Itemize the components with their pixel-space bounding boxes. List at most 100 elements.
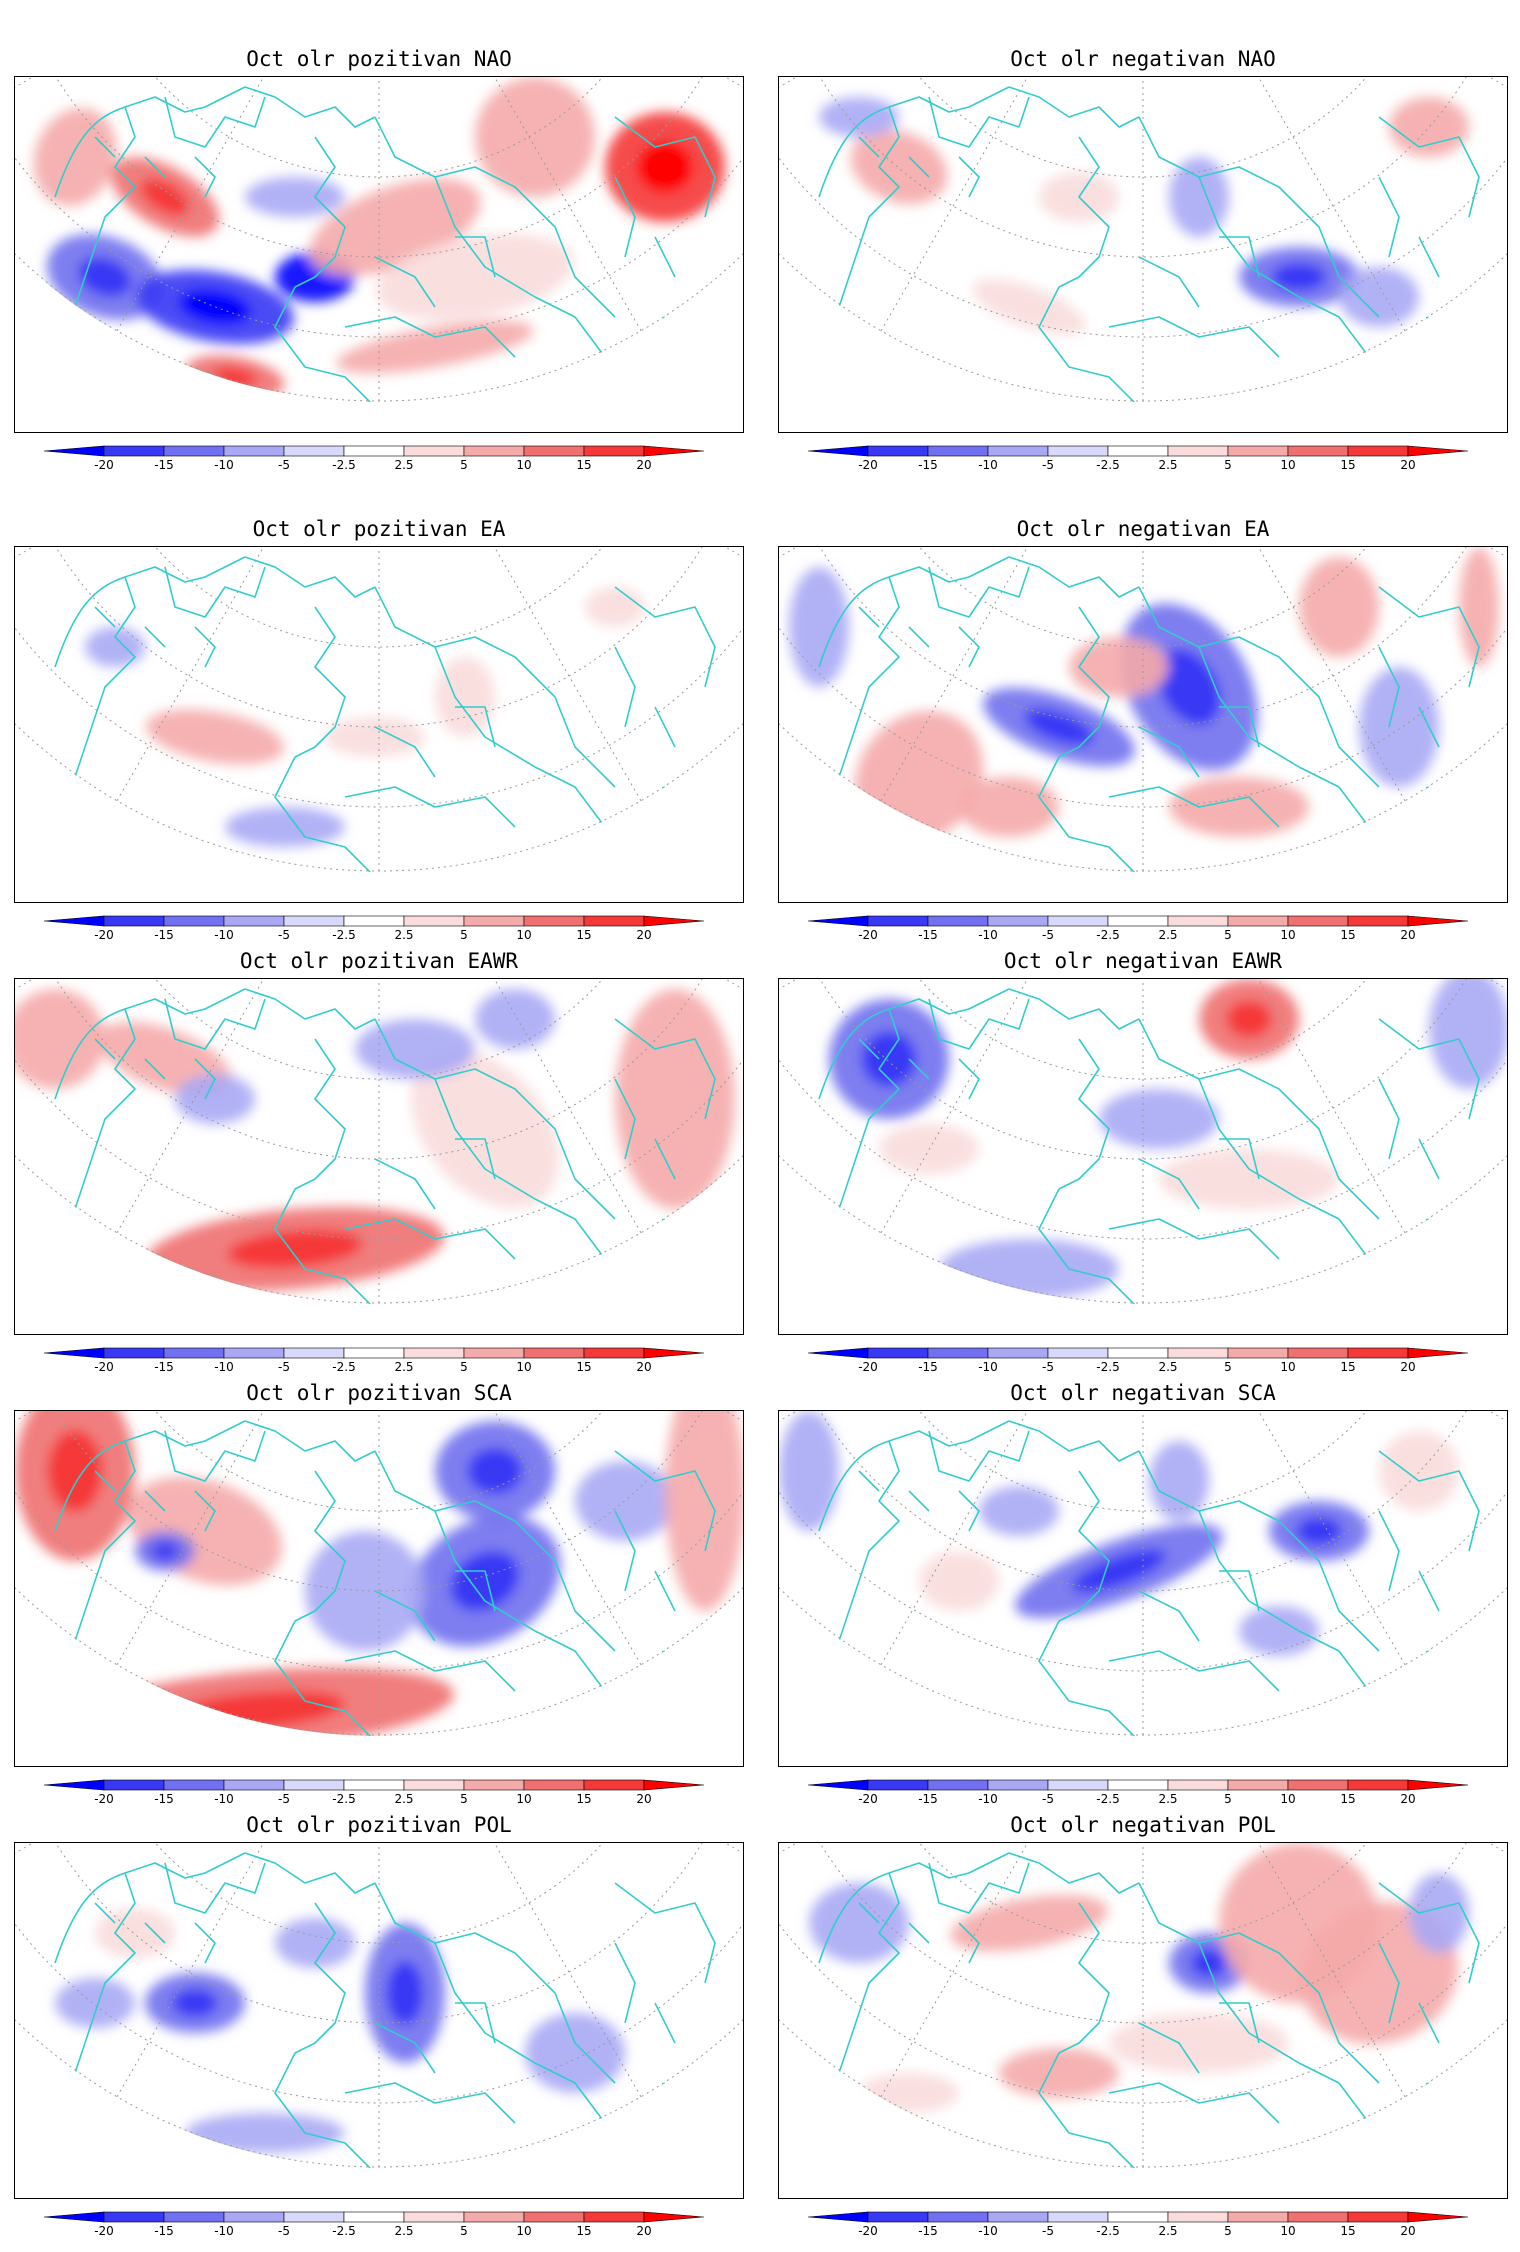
colorbar-swatch — [1227, 1347, 1289, 1359]
colorbar-tick-label: -20 — [94, 928, 114, 942]
colorbar-tick-label: 20 — [636, 2224, 652, 2238]
anomaly-region — [585, 587, 645, 627]
colorbar-swatch — [643, 915, 705, 927]
colorbar-tick-label: 5 — [460, 458, 468, 472]
colorbar-swatch — [1347, 1779, 1409, 1791]
colorbar-swatch — [1107, 445, 1169, 457]
colorbar-tick-label: 15 — [1340, 458, 1356, 472]
colorbar-tick-label: -10 — [978, 458, 998, 472]
anomaly-region — [309, 178, 481, 276]
colorbar-tick-label: -5 — [1042, 1792, 1054, 1806]
anomaly-region — [1169, 777, 1309, 837]
panel-title: Oct olr pozitivan SCA — [246, 1381, 512, 1405]
anomaly-region — [33, 108, 117, 206]
map-disk — [779, 77, 1507, 402]
olr-anomaly-map — [779, 1411, 1507, 1736]
colorbar-swatch — [987, 1779, 1049, 1791]
colorbar-swatch — [1287, 1779, 1349, 1791]
colorbar-tick-label: 2.5 — [394, 458, 414, 472]
colorbar-swatch — [1047, 2211, 1109, 2223]
colorbar-tick-label: -15 — [154, 1360, 174, 1374]
colorbar-tick-label: -5 — [1042, 458, 1054, 472]
panel-eawr-neg: Oct olr negativan EAWR -20 -15 -10 -5 -2.5 2.5… — [778, 948, 1508, 1388]
coastlines — [54, 1420, 716, 1736]
colorbar-swatch — [103, 915, 165, 927]
colorbar-swatch — [1227, 915, 1289, 927]
colorbar-swatch — [1107, 915, 1169, 927]
colorbar-swatch — [867, 2211, 929, 2223]
colorbar-tick-label: -2.5 — [1096, 1792, 1120, 1806]
colorbar-swatch — [927, 2211, 989, 2223]
colorbar-swatch — [283, 445, 345, 457]
colorbar-tick-label: -2.5 — [332, 1360, 356, 1374]
colorbar-tick-label: 20 — [636, 1360, 652, 1374]
anomaly-region — [185, 2113, 345, 2153]
colorbar-tick-label: 10 — [516, 2224, 532, 2238]
anomaly-region — [819, 97, 899, 137]
colorbar-swatch — [463, 2211, 525, 2223]
colorbar-swatch — [807, 445, 869, 457]
coastlines — [818, 86, 1480, 402]
colorbar-tick-label: -10 — [214, 1792, 234, 1806]
colorbar-tick-label: 5 — [460, 1360, 468, 1374]
map-frame — [14, 546, 744, 903]
anomaly-region — [779, 1411, 839, 1531]
anomaly-region — [475, 989, 555, 1049]
colorbar-tick-label: 5 — [460, 2224, 468, 2238]
colorbar-swatch — [343, 2211, 405, 2223]
colorbar-swatch — [103, 445, 165, 457]
colorbar-swatch — [403, 445, 465, 457]
coastlines — [54, 1852, 716, 2168]
colorbar-tick-label: 20 — [1400, 1792, 1416, 1806]
colorbar-swatch — [807, 1779, 869, 1791]
colorbar-tick-label: 15 — [576, 1360, 592, 1374]
colorbar-swatch — [583, 2211, 645, 2223]
colorbar-swatch — [223, 445, 285, 457]
panel-title: Oct olr pozitivan EAWR — [239, 949, 519, 973]
colorbar-tick-label: -20 — [858, 458, 878, 472]
colorbar-tick-label: 15 — [576, 1792, 592, 1806]
anomaly-region — [475, 77, 595, 197]
map-frame — [778, 1842, 1508, 2199]
colorbar-swatch — [283, 2211, 345, 2223]
colorbar-swatch — [1407, 445, 1469, 457]
colorbar-swatch — [987, 915, 1049, 927]
panel-nao-neg: Oct olr negativan NAO -20 -15 -10 -5 -2.5 2.5 5… — [778, 46, 1508, 486]
colorbar-tick-label: -5 — [278, 928, 290, 942]
colorbar-swatch — [103, 2211, 165, 2223]
colorbar-swatch — [163, 1347, 225, 1359]
colorbar-swatch — [1227, 1779, 1289, 1791]
colorbar-swatch — [403, 1347, 465, 1359]
colorbar-swatch — [1287, 445, 1349, 457]
colorbar-swatch — [1347, 915, 1409, 927]
map-frame — [14, 978, 744, 1335]
colorbar-tick-label: 20 — [1400, 458, 1416, 472]
colorbar-swatch — [643, 1779, 705, 1791]
colorbar-swatch — [583, 445, 645, 457]
olr-anomaly-map — [779, 547, 1507, 872]
map-disk — [15, 979, 743, 1304]
colorbar-swatch — [1347, 1347, 1409, 1359]
panel-title: Oct olr pozitivan NAO — [246, 47, 512, 71]
colorbar-swatch — [163, 1779, 225, 1791]
colorbar-swatch — [1287, 915, 1349, 927]
colorbar-swatch — [1167, 915, 1229, 927]
colorbar-swatch — [807, 1347, 869, 1359]
panel-ea-pos: Oct olr pozitivan EA -20 -15 -10 -5 -2.5 2.5 5 1… — [14, 516, 744, 956]
anomaly-region — [1069, 637, 1169, 697]
anomaly-region — [145, 709, 285, 765]
colorbar-tick-label: -15 — [154, 458, 174, 472]
colorbar-swatch — [1287, 2211, 1349, 2223]
colorbar-swatch — [523, 2211, 585, 2223]
colorbar-tick-label: -5 — [278, 2224, 290, 2238]
anomaly-region — [1389, 97, 1469, 157]
anomaly-region — [95, 1908, 175, 1958]
colorbar-swatch — [1107, 2211, 1169, 2223]
colorbar-tick-label: 2.5 — [394, 1792, 414, 1806]
colorbar-tick-label: 2.5 — [1158, 458, 1178, 472]
colorbar-swatch — [283, 1779, 345, 1791]
colorbar-swatch — [283, 1347, 345, 1359]
panel-title: Oct olr negativan POL — [1010, 1813, 1276, 1837]
colorbar-swatch — [103, 1779, 165, 1791]
panel-title: Oct olr pozitivan POL — [246, 1813, 512, 1837]
